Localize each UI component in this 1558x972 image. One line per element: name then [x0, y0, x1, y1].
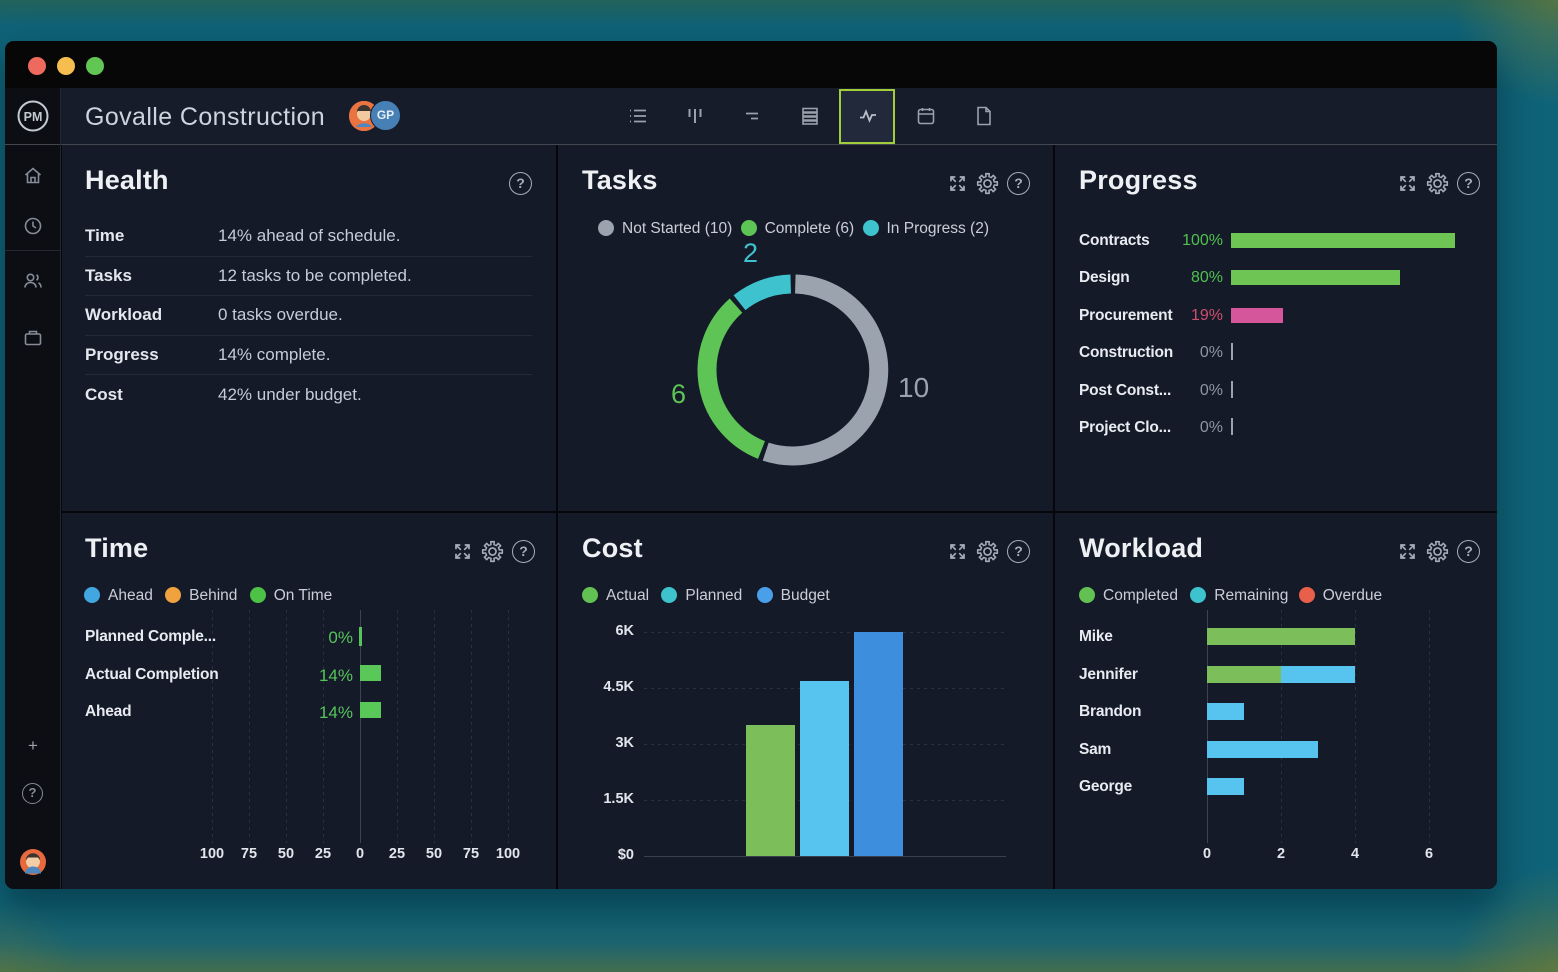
- svg-text:PM: PM: [24, 110, 43, 124]
